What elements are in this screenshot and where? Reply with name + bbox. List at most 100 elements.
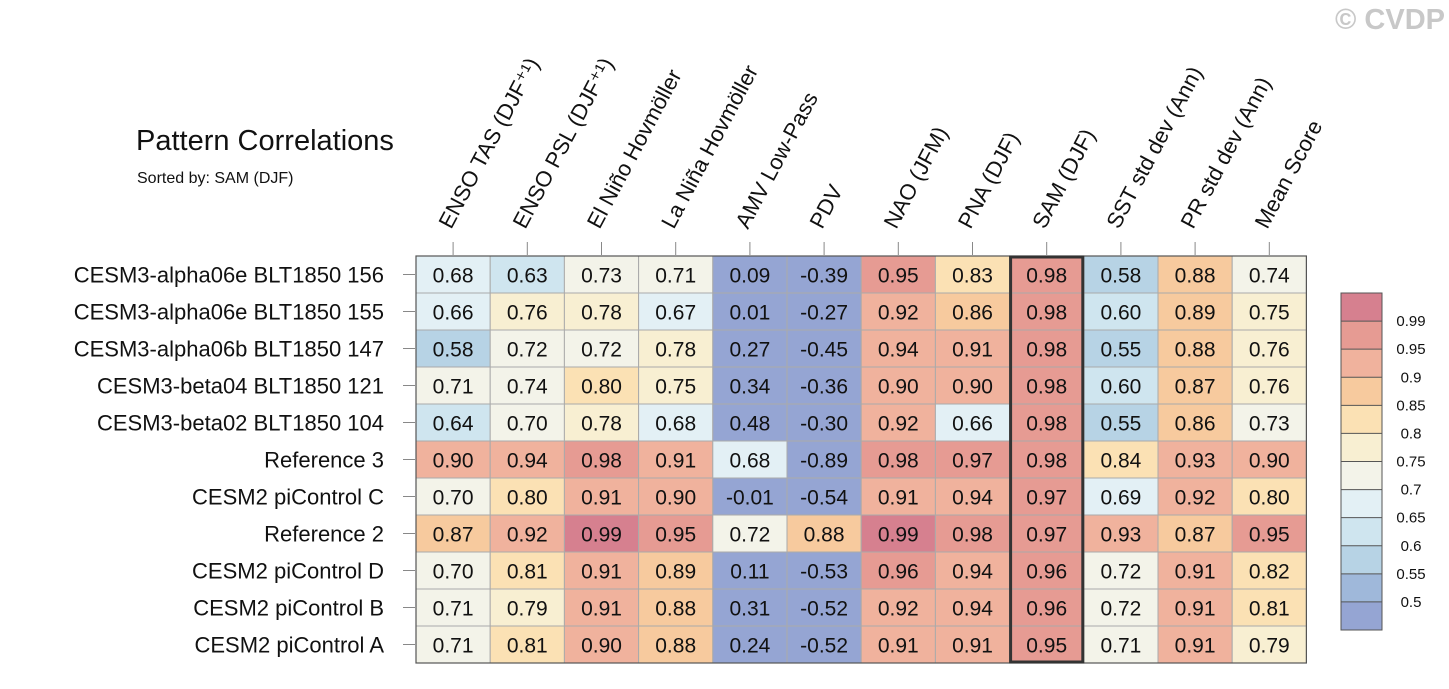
cell-value-label: 0.81: [507, 635, 548, 658]
heatmap-cell: [1009, 292, 1085, 331]
cell-value-label: 0.71: [433, 598, 474, 621]
heatmap-cell: [1231, 477, 1307, 516]
heatmap-cell: [1157, 366, 1233, 405]
cell-value-label: 0.66: [433, 302, 474, 325]
cell-value-label: 0.91: [1175, 598, 1216, 621]
colorbar-swatch: [1341, 349, 1382, 378]
heatmap-cell: [1083, 551, 1159, 590]
cell-value-label: 0.90: [878, 376, 919, 399]
heatmap-cell: [860, 588, 936, 627]
heatmap-cell: [934, 551, 1011, 590]
cell-value-label: 0.98: [1026, 413, 1067, 436]
row-label: CESM3-beta02 BLT1850 104: [97, 411, 384, 436]
cell-value-label: 0.79: [507, 598, 548, 621]
colorbar-label: 0.8: [1401, 425, 1422, 442]
cell-value-label: -0.52: [800, 598, 848, 621]
cell-value-label: 0.82: [1249, 561, 1290, 584]
cell-value-label: -0.54: [800, 487, 848, 510]
heatmap-cell: [712, 551, 788, 590]
cell-value-label: 0.55: [1100, 339, 1141, 362]
cell-value-label: 0.98: [1026, 376, 1067, 399]
cell-value-label: 0.68: [655, 413, 696, 436]
heatmap-cell: [489, 588, 565, 627]
cell-value-label: 0.34: [729, 376, 770, 399]
cell-value-label: 0.92: [878, 413, 919, 436]
cell-value-label: -0.27: [800, 302, 848, 325]
cell-value-label: 0.70: [433, 561, 474, 584]
heatmap-cell: [1157, 440, 1233, 479]
cell-value-label: 0.24: [729, 635, 770, 658]
cell-value-label: -0.39: [800, 265, 848, 288]
cell-value-label: 0.98: [1026, 265, 1067, 288]
cell-value-label: 0.95: [1249, 524, 1290, 547]
colorbar-swatch: [1341, 601, 1382, 630]
heatmap-cell: [1157, 551, 1233, 590]
heatmap-cell: [489, 366, 565, 405]
heatmap-cell: [1083, 329, 1159, 368]
heatmap-cell: [786, 366, 862, 405]
cell-value-label: 0.90: [952, 376, 993, 399]
row-label: Reference 2: [264, 522, 384, 547]
colorbar-label: 0.95: [1396, 341, 1425, 358]
cell-value-label: 0.76: [507, 302, 548, 325]
heatmap-cell: [786, 440, 862, 479]
cell-value-label: 0.55: [1100, 413, 1141, 436]
cell-value-label: 0.86: [952, 302, 993, 325]
cell-value-label: 0.71: [655, 265, 696, 288]
heatmap-cell: [860, 625, 936, 664]
cell-value-label: 0.71: [433, 376, 474, 399]
heatmap-cell: [786, 514, 862, 553]
heatmap-cell: [638, 329, 714, 368]
cell-value-label: 0.72: [581, 339, 622, 362]
cell-value-label: 0.81: [507, 561, 548, 584]
row-label: CESM2 piControl B: [193, 596, 384, 621]
cell-value-label: -0.52: [800, 635, 848, 658]
heatmap-cell: [934, 625, 1011, 664]
heatmap-cell: [712, 514, 788, 553]
colorbar-swatch: [1341, 433, 1382, 462]
cell-value-label: 0.70: [507, 413, 548, 436]
cell-value-label: 0.11: [730, 561, 769, 584]
heatmap-cell: [786, 625, 862, 664]
heatmap-cell: [934, 514, 1011, 553]
cell-value-label: 0.66: [952, 413, 993, 436]
colorbar-swatch: [1341, 405, 1382, 434]
heatmap-cell: [563, 366, 640, 405]
cell-value-label: 0.09: [729, 265, 770, 288]
cell-value-label: 0.97: [952, 450, 993, 473]
cell-value-label: 0.64: [433, 413, 474, 436]
heatmap-cell: [1157, 588, 1233, 627]
cell-value-label: 0.97: [1026, 487, 1067, 510]
grid-border: [415, 255, 1308, 664]
cell-value-label: 0.68: [433, 265, 474, 288]
cell-value-label: 0.94: [952, 487, 993, 510]
cell-value-label: 0.91: [655, 450, 696, 473]
colorbar-label: 0.7: [1401, 482, 1422, 499]
row-label: CESM3-alpha06e BLT1850 156: [74, 263, 384, 288]
heatmap-cell: [563, 329, 640, 368]
cell-value-label: 0.87: [1175, 376, 1216, 399]
column-label: PNA (DJF): [953, 128, 1024, 233]
heatmap-cell: [860, 440, 936, 479]
heatmap-cell: [712, 292, 788, 331]
cell-value-label: 0.98: [1026, 339, 1067, 362]
highlight-column-box: [1009, 255, 1085, 664]
heatmap-cell: [1231, 551, 1307, 590]
heatmap-cell: [860, 292, 936, 331]
cell-value-label: 0.91: [878, 635, 919, 658]
cell-value-label: 0.68: [729, 450, 770, 473]
watermark: © CVDP: [1335, 4, 1445, 36]
cell-value-label: 0.73: [581, 265, 622, 288]
row-label: CESM3-alpha06e BLT1850 155: [74, 300, 384, 325]
cell-value-label: 0.99: [581, 524, 622, 547]
heatmap-cell: [638, 477, 714, 516]
heatmap-cell: [563, 625, 640, 664]
heatmap-cell: [415, 440, 491, 479]
cell-value-label: 0.89: [655, 561, 696, 584]
cell-value-label: 0.74: [1249, 265, 1290, 288]
cell-value-label: 0.91: [952, 635, 993, 658]
chart-title: Pattern Correlations: [136, 125, 394, 157]
cell-value-label: 0.96: [878, 561, 919, 584]
colorbar-swatch: [1341, 573, 1382, 602]
